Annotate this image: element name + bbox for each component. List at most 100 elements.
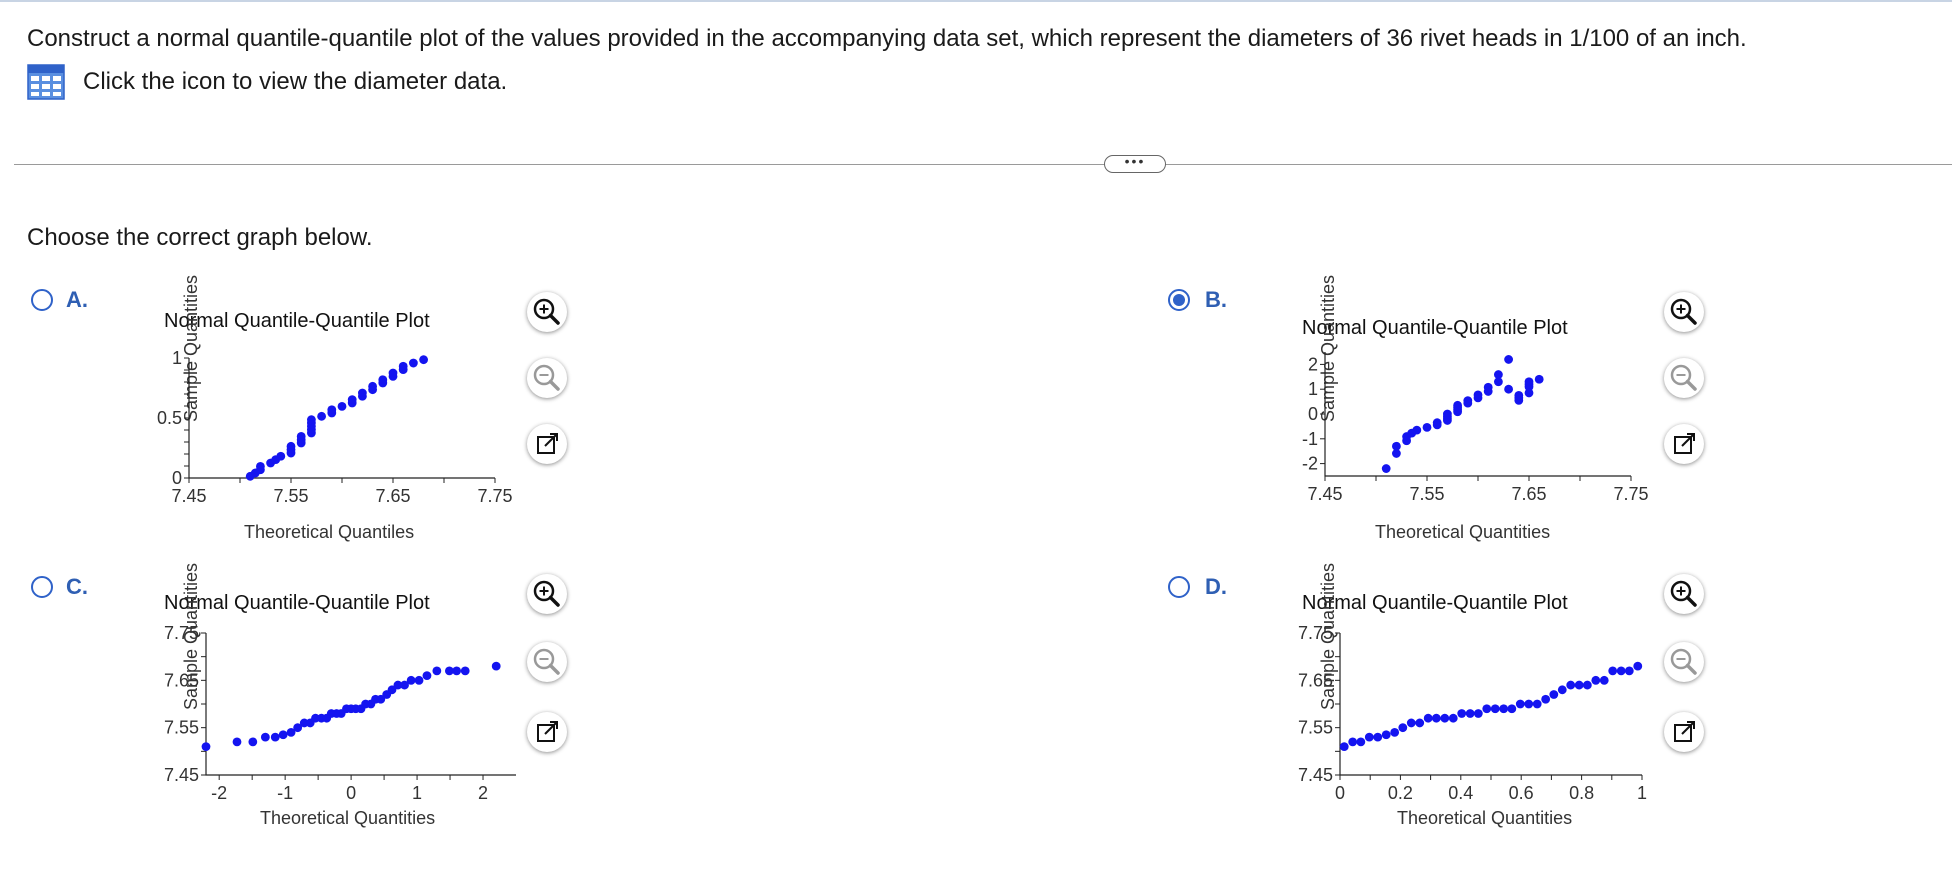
answer-prompt: Choose the correct graph below.: [27, 224, 373, 251]
option-d-y-tick-label: 7.65: [1298, 670, 1333, 690]
option-b-data-point: [1504, 384, 1513, 394]
option-c-data-point: [278, 730, 288, 740]
option-d-x-tick-label: 0.6: [1509, 783, 1534, 803]
external-link-icon: [1674, 433, 1695, 454]
option-b-data-point: [1534, 374, 1544, 384]
option-d-expand-button[interactable]: [1664, 712, 1704, 752]
option-a-letter[interactable]: A.: [66, 287, 88, 312]
option-b-zoom-in-button[interactable]: [1664, 292, 1704, 332]
option-c-data-point: [232, 737, 242, 747]
option-b-data-point: [1443, 409, 1452, 419]
option-b-data-point: [1463, 396, 1473, 406]
option-c-plot: -2 -1 0 1 2 7.45 7.55 7.65 7.75: [164, 623, 516, 803]
option-b-axes: [1324, 352, 1631, 477]
option-a-zoom-out-button[interactable]: [527, 358, 567, 398]
option-d-data-point: [1608, 666, 1618, 676]
option-d-data-point: [1549, 690, 1559, 699]
option-a-data-point: [378, 375, 388, 385]
option-d-data-point: [1507, 704, 1517, 714]
option-b-y-tick-label: 2: [1308, 354, 1318, 374]
option-d-data-point: [1524, 699, 1534, 709]
option-d-zoom-out-button[interactable]: [1664, 642, 1704, 682]
option-d-data-point: [1390, 728, 1400, 737]
option-a-y-tick-label: 1: [172, 348, 182, 368]
option-b-y-tick-label: -1: [1302, 429, 1318, 449]
top-border: [0, 0, 1952, 2]
option-c-data-point: [260, 732, 270, 742]
option-a-zoom-in-button[interactable]: [527, 292, 567, 332]
external-link-icon: [537, 433, 558, 454]
option-d-data-point: [1448, 713, 1458, 723]
option-b-x-tick-label: 7.75: [1613, 484, 1648, 504]
option-a-x-tick-label: 7.75: [477, 486, 512, 506]
section-divider: [14, 164, 1952, 165]
option-d-data-point: [1557, 685, 1567, 695]
zoom-in-icon: [1670, 580, 1697, 607]
option-c-zoom-in-button[interactable]: [527, 574, 567, 614]
option-b-x-axis-label: Theoretical Quantities: [1375, 522, 1551, 542]
option-d-data-point: [1582, 680, 1592, 690]
option-d-y-tick-label: 7.45: [1298, 765, 1333, 785]
option-b-zoom-out-button[interactable]: [1664, 358, 1704, 398]
option-c-letter[interactable]: C.: [66, 574, 88, 599]
option-a-data-point: [419, 355, 428, 365]
option-d-x-tick-label: 0: [1335, 783, 1345, 803]
option-d-data-point: [1599, 675, 1609, 685]
option-d-data-point: [1431, 713, 1441, 723]
option-b-data-point: [1412, 425, 1422, 435]
option-d-data-point: [1406, 718, 1416, 728]
option-a-radio[interactable]: [31, 289, 53, 311]
option-c-axes: [205, 633, 516, 776]
option-d-data-point: [1457, 709, 1467, 718]
option-c-radio[interactable]: [31, 576, 53, 598]
option-c-data-point: [460, 666, 470, 676]
option-b-data-point: [1381, 464, 1391, 473]
option-a-data-point: [347, 395, 357, 405]
zoom-in-icon: [533, 580, 560, 607]
question-text: Construct a normal quantile-quantile plo…: [27, 25, 1747, 52]
option-a-x-axis-label: Theoretical Quantiles: [244, 522, 415, 542]
option-b-x-tick-label: 7.55: [1409, 484, 1444, 504]
option-d-data-point: [1373, 732, 1383, 742]
option-d-data-point: [1490, 704, 1500, 714]
option-c-y-tick-label: 7.55: [164, 718, 199, 738]
option-a-data-point: [276, 451, 286, 461]
option-d-data-point: [1566, 680, 1576, 690]
option-c-data-point: [444, 666, 454, 676]
data-link-label[interactable]: Click the icon to view the diameter data…: [83, 68, 508, 95]
option-c-x-tick-label: -2: [211, 783, 227, 803]
table-icon[interactable]: [27, 64, 65, 100]
zoom-out-icon: [1670, 364, 1697, 391]
option-b-expand-button[interactable]: [1664, 424, 1704, 464]
option-d-letter[interactable]: D.: [1205, 574, 1227, 599]
option-b-y-tick-label: -2: [1302, 454, 1318, 474]
option-b-data-point: [1392, 449, 1401, 458]
more-options-button[interactable]: •••: [1104, 154, 1166, 173]
option-a-plot-title: Normal Quantile-Quantile Plot: [164, 310, 430, 332]
option-a-data-point: [307, 415, 316, 425]
option-d-axes: [1339, 633, 1642, 776]
option-a-expand-button[interactable]: [527, 424, 567, 464]
option-d-plot: 0 0.2 0.4 0.6 0.8 1 7.45 7.55 7.65 7.75: [1298, 623, 1647, 803]
option-d-data-point: [1532, 699, 1542, 709]
option-d-data-point: [1624, 666, 1634, 676]
option-b-data-point: [1422, 422, 1432, 432]
option-d-y-tick-label: 7.75: [1298, 623, 1333, 643]
external-link-icon: [1674, 721, 1695, 742]
option-d-zoom-in-button[interactable]: [1664, 574, 1704, 614]
option-d-radio[interactable]: [1168, 576, 1190, 598]
option-b-radio[interactable]: [1168, 289, 1190, 311]
option-a-axes: [188, 358, 495, 479]
option-c-y-tick-label: 7.75: [164, 623, 199, 643]
option-d-data-point: [1465, 709, 1475, 718]
option-d-data-point: [1499, 704, 1509, 714]
option-c-data-point: [293, 723, 303, 733]
option-b-letter[interactable]: B.: [1205, 287, 1227, 312]
option-a-data-point: [409, 358, 418, 368]
option-d-x-tick-label: 1: [1637, 783, 1647, 803]
option-c-expand-button[interactable]: [527, 712, 567, 752]
option-c-zoom-out-button[interactable]: [527, 642, 567, 682]
option-c-x-axis-label: Theoretical Quantities: [260, 808, 436, 828]
option-a-data-point: [286, 441, 296, 451]
diameter-data-link[interactable]: Click the icon to view the diameter data…: [27, 64, 507, 100]
